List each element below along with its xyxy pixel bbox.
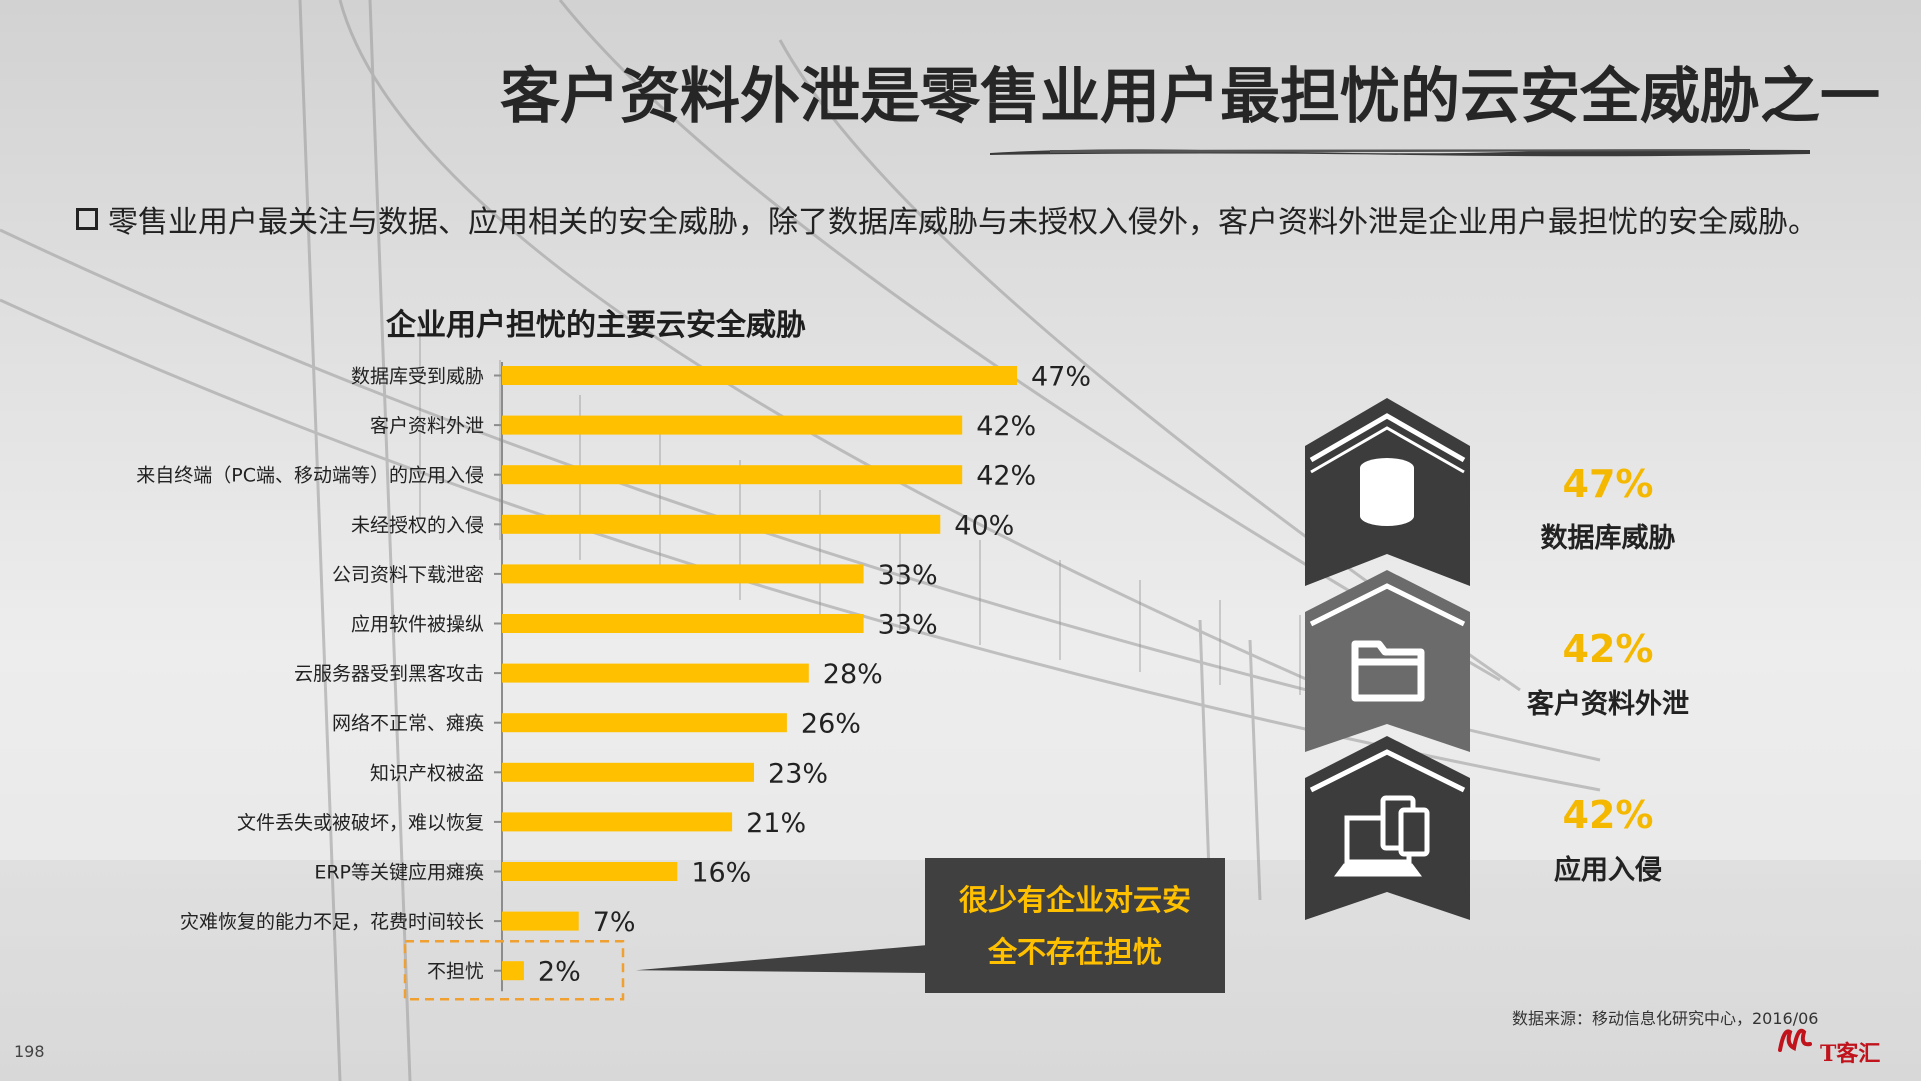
- bar: [502, 911, 579, 931]
- badge-1-value: 47%: [1562, 462, 1654, 506]
- callout-line-1: 很少有企业对云安: [958, 882, 1191, 917]
- logo-text: T客汇: [1820, 1041, 1881, 1067]
- bar: [502, 465, 963, 485]
- bar: [502, 862, 678, 881]
- value-label: 47%: [1031, 362, 1091, 393]
- category-label: 来自终端（PC端、移动端等）的应用入侵: [136, 465, 484, 487]
- value-label: 42%: [976, 461, 1036, 492]
- bar: [502, 663, 809, 683]
- bar: [502, 614, 864, 633]
- category-label: 客户资料外泄: [370, 415, 484, 437]
- value-label: 7%: [593, 907, 636, 938]
- badge-database: [1305, 398, 1470, 586]
- category-label: 文件丢失或被破坏，难以恢复: [237, 812, 484, 834]
- category-label: 网络不正常、瘫痪: [332, 713, 484, 735]
- value-label: 26%: [801, 709, 861, 740]
- bar: [502, 961, 524, 981]
- value-label: 2%: [538, 957, 581, 988]
- badge-3-value: 42%: [1562, 793, 1654, 837]
- value-label: 21%: [746, 808, 806, 839]
- value-label: 23%: [768, 758, 828, 789]
- badge-1-label: 数据库威胁: [1540, 523, 1676, 554]
- badge-devices: [1305, 736, 1470, 920]
- value-label: 42%: [976, 411, 1036, 442]
- callout-line-2: 全不存在担忧: [987, 934, 1162, 969]
- highlight-box: [403, 939, 625, 1001]
- logo-mark: [1778, 1028, 1812, 1052]
- bar: [502, 812, 733, 832]
- badge-3-label: 应用入侵: [1554, 855, 1662, 886]
- badge-stack: [1305, 398, 1470, 920]
- value-label: 33%: [878, 560, 938, 591]
- bullet-square: [76, 208, 98, 230]
- folder-icon: [1351, 640, 1425, 702]
- bullet-text: 零售业用户最关注与数据、应用相关的安全威胁，除了数据库威胁与未授权入侵外，客户资…: [108, 205, 1818, 240]
- badge-folder: [1305, 570, 1470, 752]
- bar: [502, 713, 787, 733]
- page-number: 198: [14, 1042, 45, 1061]
- source-note: 数据来源：移动信息化研究中心，2016/06: [1512, 1009, 1819, 1028]
- database-icon: [1360, 458, 1414, 526]
- category-label: 未经授权的入侵: [351, 514, 484, 536]
- category-label: 云服务器受到黑客攻击: [294, 663, 484, 685]
- bar: [502, 564, 864, 584]
- category-label: 应用软件被操纵: [351, 614, 484, 636]
- title-underline-brush: [990, 149, 1810, 157]
- category-label: 灾难恢复的能力不足，花费时间较长: [180, 911, 484, 933]
- callout-pointer: [636, 945, 928, 973]
- page-title: 客户资料外泄是零售业用户最担忧的云安全威胁之一: [500, 62, 1880, 132]
- category-label: 不担忧: [427, 961, 484, 983]
- bar: [502, 762, 755, 782]
- bar: [502, 514, 941, 534]
- category-label: ERP等关键应用瘫痪: [314, 862, 484, 884]
- badge-2-label: 客户资料外泄: [1527, 689, 1689, 720]
- value-label: 16%: [691, 858, 751, 889]
- callout-box: 很少有企业对云安 全不存在担忧: [925, 858, 1225, 993]
- chart-title: 企业用户担忧的主要云安全威胁: [386, 308, 806, 343]
- category-label: 公司资料下载泄密: [332, 564, 484, 586]
- value-label: 28%: [823, 659, 883, 690]
- bar: [502, 366, 1017, 385]
- value-label: 33%: [878, 610, 938, 641]
- category-label: 数据库受到威胁: [351, 366, 484, 388]
- bar: [502, 415, 963, 435]
- badge-2-value: 42%: [1562, 627, 1654, 671]
- category-label: 知识产权被盗: [370, 762, 484, 784]
- value-label: 40%: [954, 510, 1014, 541]
- devices-icon: [1334, 795, 1430, 877]
